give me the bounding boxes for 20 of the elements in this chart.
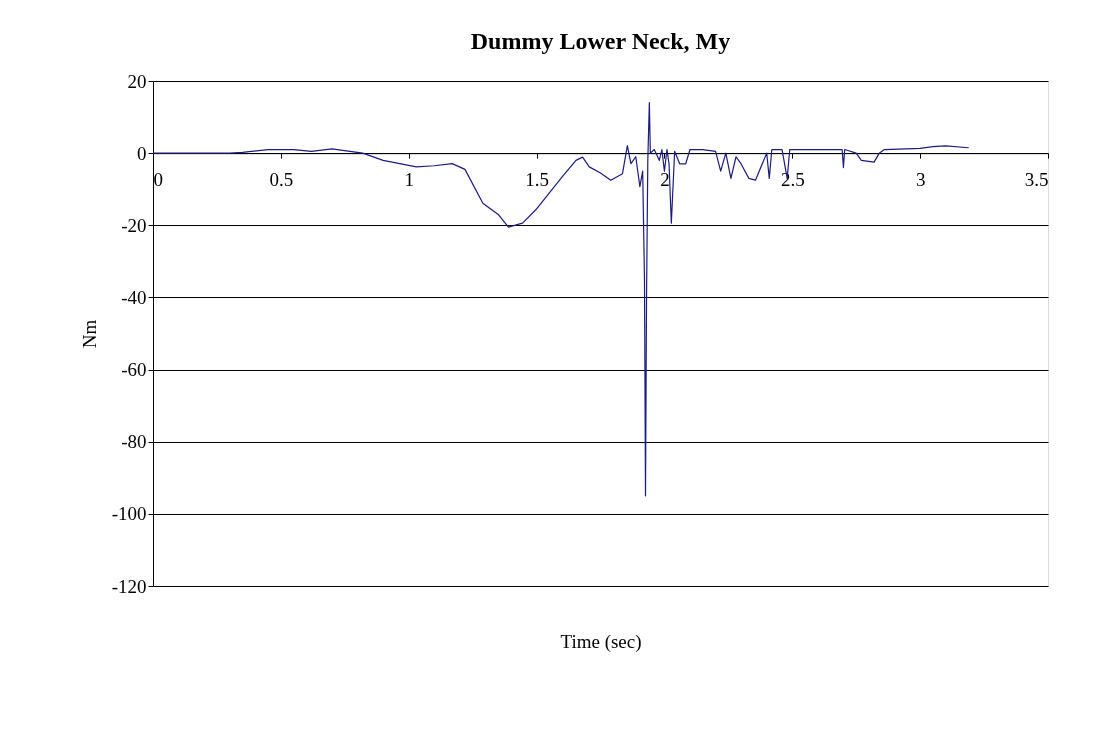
y-tick-label: -40 — [121, 286, 147, 308]
y-tick-label: -20 — [121, 214, 147, 236]
y-tick-label: -100 — [111, 503, 147, 525]
y-axis-title: Nm — [78, 319, 100, 349]
y-tick-label: -120 — [111, 575, 147, 597]
x-tick-label: 0.5 — [269, 168, 294, 190]
y-tick-label: 20 — [127, 70, 147, 92]
x-tick-label: 2 — [660, 168, 670, 190]
chart-title: Dummy Lower Neck, My — [470, 28, 731, 54]
y-tick-label: -80 — [121, 431, 147, 453]
x-axis-title: Time (sec) — [560, 630, 642, 653]
y-tick-label: 0 — [137, 142, 147, 164]
x-tick-label: 1.5 — [525, 168, 549, 190]
x-tick-label: 2.5 — [780, 168, 805, 190]
x-tick-label: 3.5 — [1024, 168, 1049, 190]
x-tick-label: 3 — [915, 168, 926, 190]
x-tick-label: 0 — [153, 168, 163, 190]
line-series — [152, 102, 970, 497]
x-tick-label: 1 — [404, 168, 414, 190]
y-tick-label: -60 — [121, 359, 147, 381]
